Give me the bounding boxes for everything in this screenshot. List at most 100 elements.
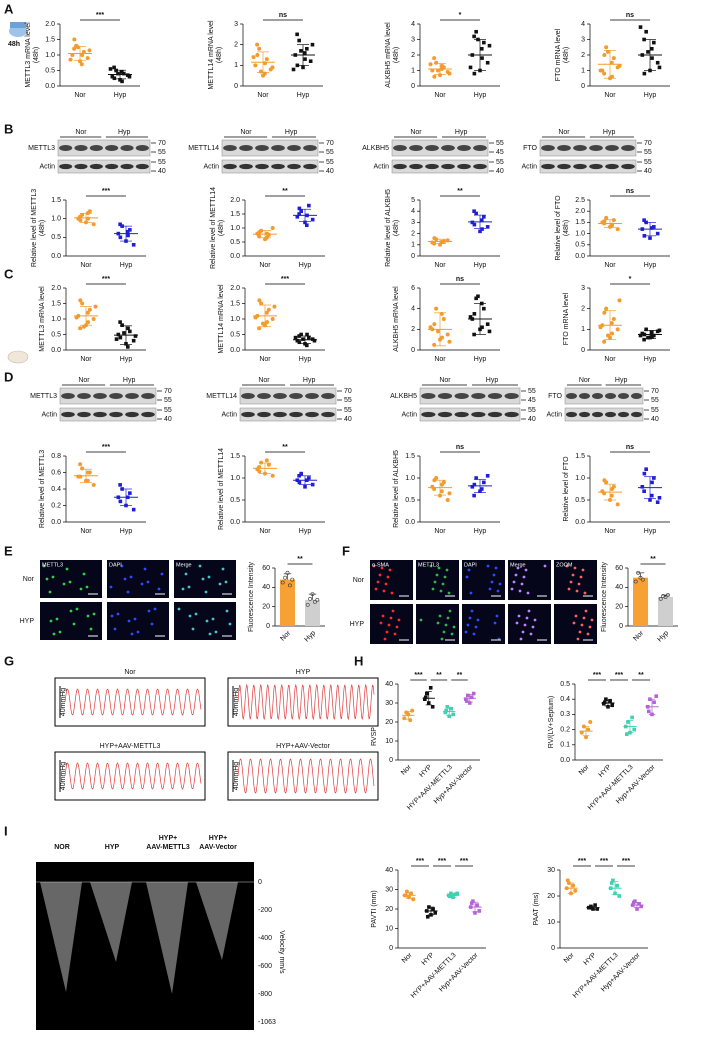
data-point [257, 46, 262, 51]
y-axis-label: (48h) [563, 220, 570, 236]
echo-label: AAV-Vector [199, 844, 237, 851]
data-point [257, 230, 262, 235]
cell [443, 575, 447, 579]
x-tick-label: Nor [434, 262, 446, 269]
bar [633, 577, 648, 626]
cell [495, 614, 499, 618]
blot-lane [61, 393, 75, 399]
sig-label: ns [626, 188, 634, 195]
y-tick-label: 0 [619, 623, 623, 630]
cell [147, 609, 151, 613]
blot-lane [504, 393, 519, 399]
cell [191, 627, 195, 631]
x-tick-label: Nor [80, 528, 92, 535]
scale-label: 40mmHg [60, 688, 67, 717]
x-tick-label: HYP [583, 952, 598, 967]
data-point [642, 71, 647, 76]
cell [160, 572, 164, 576]
blot-lane [305, 411, 319, 418]
blot-group: Hyp [455, 129, 468, 136]
blot-lane [487, 411, 503, 418]
y-axis-label: Relative level of ALKBH5 [393, 450, 400, 528]
sig-label: ns [456, 444, 464, 451]
panel-label: E [4, 543, 13, 558]
y-axis-label: (48h) [393, 47, 400, 63]
cell [62, 582, 66, 586]
data-point [433, 911, 438, 915]
y-tick-label: 1.5 [51, 300, 61, 307]
data-point [602, 53, 607, 57]
cell [391, 609, 395, 613]
cell [136, 630, 140, 634]
y-axis-label: Fluorescence Intensity [248, 561, 255, 632]
cell [79, 587, 83, 591]
sig-label: *** [438, 858, 446, 865]
blot-group: Nor [78, 377, 90, 384]
data-point [661, 594, 666, 598]
cell [531, 625, 535, 629]
data-point [652, 40, 656, 45]
cell [378, 573, 382, 577]
data-point [85, 310, 90, 315]
data-point [72, 37, 77, 42]
cell [576, 637, 580, 641]
y-tick-label: 0 [389, 945, 393, 952]
blot-lane [125, 411, 139, 418]
data-point [409, 891, 414, 896]
x-tick-label: Nor [259, 356, 271, 363]
y-tick-label: 30 [385, 700, 393, 707]
data-point [287, 583, 292, 588]
data-point [257, 298, 262, 303]
x-tick-label: Hyp+AAV-Vector [438, 951, 480, 993]
blot-lane [125, 393, 139, 399]
data-point [474, 296, 478, 301]
data-point [447, 894, 452, 899]
cell [228, 622, 232, 626]
data-point [611, 218, 616, 223]
doppler-envelope [40, 882, 82, 992]
blot-lane [105, 163, 119, 170]
y-tick-label: 1.0 [45, 52, 55, 59]
blot-lane [141, 411, 155, 418]
y-tick-label: 0.0 [575, 519, 585, 526]
y-tick-label: 1.5 [575, 219, 585, 226]
sig-label: *** [281, 276, 289, 283]
data-point [650, 47, 654, 51]
data-point [480, 325, 484, 330]
blot-control: Actin [521, 163, 537, 170]
channel-label: Merge [510, 562, 526, 568]
data-point [469, 901, 474, 905]
marker-label: 45 [496, 149, 504, 156]
data-point [485, 60, 490, 65]
blot-band [419, 387, 521, 405]
data-point [658, 597, 663, 601]
pressure-trace [64, 762, 202, 790]
cell [181, 587, 185, 591]
y-tick-label: 1 [581, 67, 585, 74]
data-point [485, 474, 490, 478]
cell [521, 630, 525, 634]
data-point [485, 322, 490, 326]
marker-label: 70 [344, 388, 352, 395]
sig-label: *** [102, 188, 110, 195]
y-tick-label: 20 [615, 604, 623, 611]
cell [387, 623, 391, 627]
data-point [297, 480, 302, 485]
y-tick-label: 20 [385, 906, 393, 913]
data-point [305, 602, 310, 607]
marker-label: 70 [644, 140, 652, 147]
data-point [605, 333, 610, 338]
y-tick-label: 1.5 [575, 453, 585, 460]
data-point [264, 310, 269, 315]
y-tick-label: 0.5 [575, 242, 585, 249]
data-point [626, 720, 630, 724]
x-tick-label: Nor [604, 92, 616, 99]
sig-label: *** [600, 858, 608, 865]
cell [577, 582, 581, 586]
y-tick-label: 2.0 [575, 208, 585, 215]
data-point [423, 695, 428, 700]
x-tick-label: Hyp [644, 92, 657, 99]
x-tick-label: Hyp [474, 262, 487, 269]
blot-lane [93, 393, 107, 399]
blot-lane [273, 393, 287, 399]
